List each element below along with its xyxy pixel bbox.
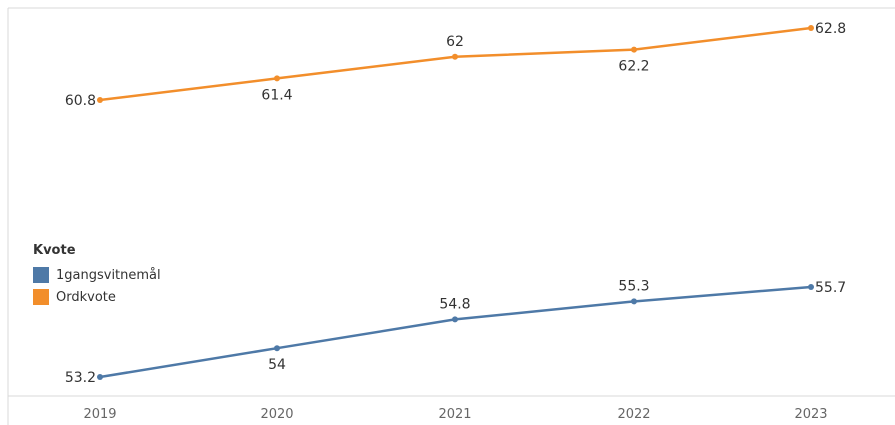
data-point-1gangsvitnemal-2023 [808,284,814,290]
legend: Kvote 1gangsvitnemål Ordkvote [33,243,161,308]
x-tick-label-2020: 2020 [260,407,293,422]
data-point-ordkvote-2021 [452,53,458,60]
legend-item-ordkvote[interactable]: Ordkvote [33,286,161,308]
data-label-ordkvote-2022: 62.2 [618,59,649,75]
x-tick-label-2022: 2022 [617,407,650,422]
data-label-1gangsvitnemal-2023: 55.7 [815,280,846,296]
data-label-ordkvote-2021: 62 [446,34,464,50]
data-label-ordkvote-2023: 62.8 [815,21,846,37]
data-point-1gangsvitnemal-2022 [631,298,637,305]
legend-title: Kvote [33,243,76,258]
data-label-1gangsvitnemal-2022: 55.3 [618,278,649,294]
x-tick-label-2019: 2019 [83,407,116,422]
legend-label-ordkvote: Ordkvote [56,289,116,305]
data-point-ordkvote-2023 [808,25,814,31]
data-label-ordkvote-2019: 60.8 [65,93,96,109]
data-label-1gangsvitnemal-2020: 54 [268,357,286,373]
data-label-ordkvote-2020: 61.4 [261,87,292,103]
x-tick-label-2021: 2021 [438,407,471,422]
data-point-1gangsvitnemal-2021 [452,316,458,323]
data-point-ordkvote-2019 [97,97,103,103]
data-point-ordkvote-2020 [274,75,280,82]
data-label-1gangsvitnemal-2021: 54.8 [439,296,470,312]
x-axis: 2019 2020 2021 2022 2023 [83,407,827,422]
legend-swatch-ordkvote [33,289,49,305]
data-label-1gangsvitnemal-2019: 53.2 [65,370,96,386]
data-point-1gangsvitnemal-2019 [97,374,103,380]
legend-item-1gangsvitnemal[interactable]: 1gangsvitnemål [33,264,161,286]
legend-swatch-1gangsvitnemal [33,267,49,283]
data-point-1gangsvitnemal-2020 [274,345,280,352]
series-layer: 53.2 54 54.8 55.3 55.7 60.8 61.4 62 62.2 62.8 [65,21,846,386]
x-tick-label-2023: 2023 [794,407,827,422]
data-point-ordkvote-2022 [631,46,637,53]
legend-label-1gangsvitnemal: 1gangsvitnemål [56,267,161,283]
